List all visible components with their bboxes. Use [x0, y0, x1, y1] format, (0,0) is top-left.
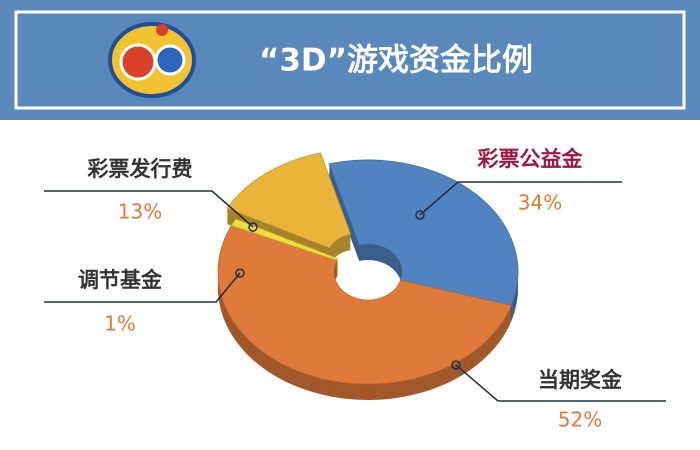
value-label: 1% [104, 312, 136, 336]
value-label: 13% [118, 200, 162, 224]
slice [328, 159, 519, 306]
labels: 彩票公益金 34% 当期奖金 52% 调节基金 1% 彩票发行费 13% [44, 147, 666, 432]
leader-line [455, 364, 666, 402]
value-label: 52% [558, 408, 602, 432]
slice [231, 218, 339, 261]
leader-dot [415, 210, 425, 220]
slice [217, 224, 512, 385]
leader-dot [235, 268, 245, 278]
header-border [14, 10, 686, 110]
pie [217, 152, 519, 401]
slice-label: 调节基金 [78, 268, 163, 292]
logo [108, 22, 196, 98]
leader-dot [248, 222, 258, 232]
slice-label: 彩票公益金 [477, 147, 584, 171]
slice-label: 当期奖金 [538, 368, 623, 392]
value-label: 34% [518, 191, 562, 215]
slice [226, 152, 352, 249]
chart-title: “3D”游戏资金比例 [259, 43, 533, 79]
slice-label: 彩票发行费 [87, 157, 193, 181]
leader-line [44, 190, 254, 228]
leader-dot [451, 360, 461, 370]
leader-line [44, 272, 241, 303]
leader-line [419, 181, 622, 216]
